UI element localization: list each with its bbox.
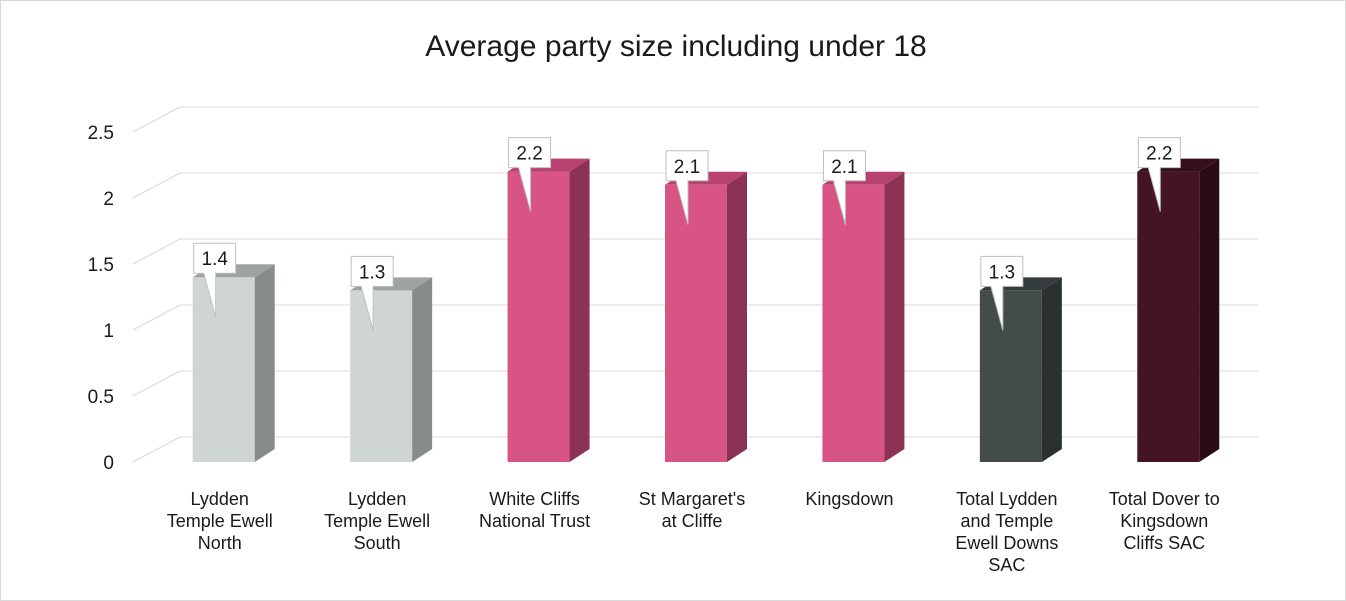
bar-front <box>1137 171 1200 462</box>
data-label: 2.2 <box>508 137 552 212</box>
category-labels: Lydden Temple Ewell North Lydden Temple Ewel… <box>167 489 1220 575</box>
data-label-text: 2.1 <box>831 157 857 178</box>
category-label: White Cliffs National Trust <box>479 489 590 531</box>
data-label-callout <box>665 150 709 225</box>
chart-title: Average party size including under 18 <box>425 30 926 63</box>
data-label-text: 1.3 <box>989 262 1015 283</box>
y-tick-label: 2 <box>103 189 114 210</box>
bar <box>979 277 1062 462</box>
bar <box>665 171 747 463</box>
data-label: 1.3 <box>350 255 394 331</box>
bar-side <box>727 171 747 463</box>
category-label: St Margaret's at Cliffe <box>639 489 745 531</box>
data-labels: 1.4 1.3 2.2 2.1 2.1 1.3 2.2 <box>193 137 1181 331</box>
category-label: Total Dover to Kingsdown Cliffs SAC <box>1109 489 1220 553</box>
data-label: 2.1 <box>822 150 866 225</box>
data-label-callout <box>980 255 1024 331</box>
data-label: 2.2 <box>1137 137 1181 212</box>
data-label-callout <box>508 137 552 212</box>
bar-front <box>665 184 727 463</box>
bar-side <box>884 171 905 463</box>
data-label-callout <box>1137 137 1181 212</box>
bar <box>350 277 433 462</box>
data-label-callout <box>350 255 394 331</box>
category-label: Total Lydden and Temple Ewell Downs SAC <box>955 489 1058 575</box>
data-label: 1.3 <box>980 255 1024 331</box>
bar-side <box>254 264 275 462</box>
y-tick-label: 2.5 <box>88 123 114 144</box>
bar <box>192 264 275 462</box>
data-label-text: 2.2 <box>516 144 542 165</box>
y-tick-label: 0.5 <box>88 387 114 408</box>
gridline-diagonal <box>132 304 181 331</box>
bar-side <box>1199 158 1220 462</box>
data-label-callout <box>822 150 866 225</box>
bar <box>822 171 905 463</box>
y-axis-ticks: 0 0.5 1 1.5 2 2.5 <box>88 123 114 474</box>
gridline-diagonal <box>132 436 181 463</box>
data-label: 1.4 <box>193 242 237 318</box>
data-label-text: 1.3 <box>359 262 385 283</box>
y-tick-label: 1.5 <box>88 255 114 276</box>
gridline-diagonal <box>132 106 181 133</box>
data-label-text: 2.1 <box>674 157 700 178</box>
bar-side <box>412 277 433 462</box>
bar <box>507 158 590 462</box>
gridline-diagonal <box>132 238 181 265</box>
category-label: Lydden Temple Ewell North <box>167 489 273 553</box>
data-label-text: 2.2 <box>1146 144 1172 165</box>
data-label: 2.1 <box>665 150 709 225</box>
bar <box>1137 158 1220 462</box>
category-label: Kingsdown <box>805 489 893 509</box>
gridline-diagonal <box>132 172 181 199</box>
bar-front <box>979 290 1042 462</box>
bar-front <box>350 290 413 462</box>
y-tick-label: 0 <box>103 453 114 474</box>
data-label-callout <box>193 242 237 318</box>
bar-front <box>192 277 255 462</box>
bar-side <box>569 158 590 462</box>
bars <box>192 158 1220 463</box>
bar-front <box>822 184 885 463</box>
category-label: Lydden Temple Ewell South <box>324 489 430 553</box>
bar-front <box>507 171 570 462</box>
bar-side <box>1041 277 1062 462</box>
data-label-text: 1.4 <box>202 249 229 270</box>
gridline-diagonal <box>132 370 181 397</box>
y-tick-label: 1 <box>103 321 114 342</box>
